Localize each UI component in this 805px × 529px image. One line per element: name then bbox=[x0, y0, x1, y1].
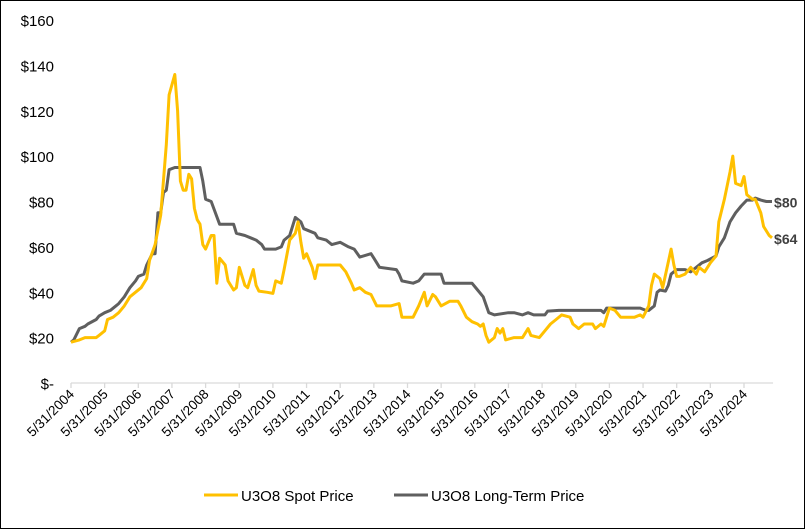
y-tick-label: $- bbox=[41, 376, 54, 393]
y-tick-label: $100 bbox=[21, 149, 54, 166]
legend-label: U3O8 Long-Term Price bbox=[431, 488, 584, 505]
y-tick-label: $140 bbox=[21, 58, 54, 75]
y-axis: $- $20 $40 $60 $80 $100 $120 $140 $160 bbox=[21, 13, 54, 393]
x-axis: 5/31/20045/31/20055/31/20065/31/20075/31… bbox=[24, 382, 774, 440]
y-tick-label: $120 bbox=[21, 104, 54, 121]
end-labels: $64 $80 bbox=[774, 195, 798, 247]
series-end-label: $64 bbox=[774, 231, 798, 247]
y-tick-label: $160 bbox=[21, 13, 54, 30]
legend-label: U3O8 Spot Price bbox=[241, 488, 354, 505]
legend: U3O8 Spot Price U3O8 Long-Term Price bbox=[204, 488, 584, 505]
y-tick-label: $60 bbox=[29, 240, 54, 257]
y-tick-label: $40 bbox=[29, 285, 54, 302]
plot-area bbox=[70, 73, 773, 344]
series-line-spot bbox=[70, 73, 773, 344]
y-tick-label: $80 bbox=[29, 195, 54, 212]
series-line-long-term bbox=[70, 166, 772, 344]
y-tick-label: $20 bbox=[29, 331, 54, 348]
series-end-label: $80 bbox=[774, 195, 798, 211]
